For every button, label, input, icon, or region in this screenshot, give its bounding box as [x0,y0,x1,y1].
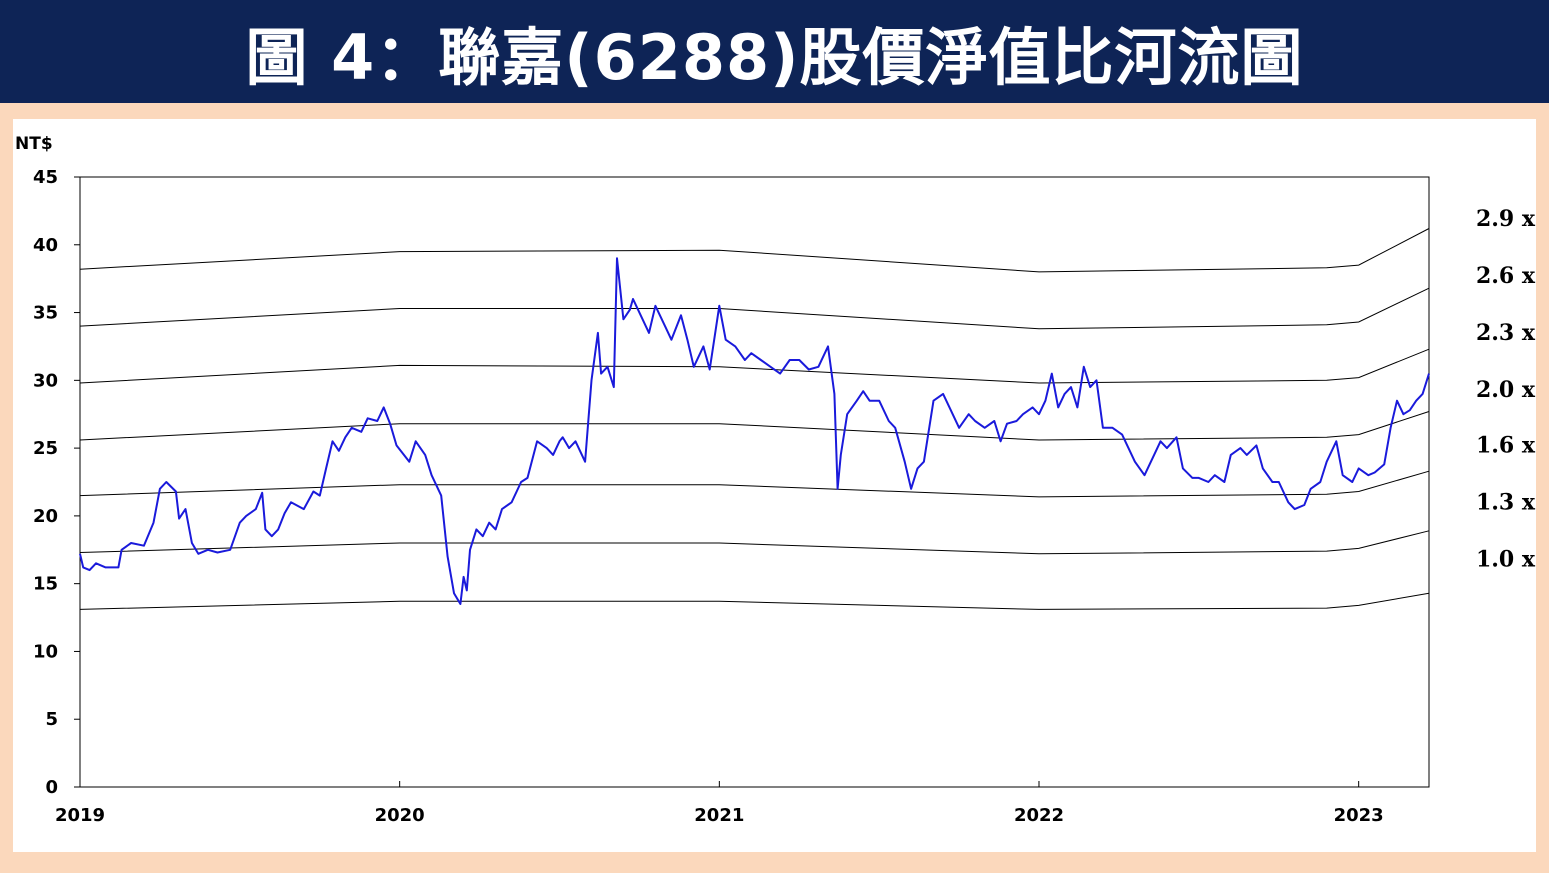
x-tick-label: 2023 [1334,805,1384,826]
band-label: 1.6 x [1476,433,1536,459]
y-tick-label: 5 [45,709,58,730]
band-label: 2.9 x [1476,206,1536,232]
band-line [79,592,1430,610]
y-tick-label: 0 [45,777,58,798]
chart: 0 5 10 15 20 25 30 35 40 45 NT$ 2019 2020 2021 2022 202… [15,134,1536,826]
y-tick-label: 25 [33,438,58,459]
band-label: 1.3 x [1476,489,1536,515]
y-tick-label: 10 [33,641,58,662]
y-tick-label: 15 [33,574,58,595]
x-tick-label: 2021 [694,805,744,826]
band-label: 1.0 x [1476,546,1536,572]
y-tick-label: 30 [33,370,58,391]
band-line [79,348,1430,384]
x-tick-label: 2020 [375,805,425,826]
band-line [79,411,1430,441]
y-axis-label: NT$ [15,134,53,154]
band-line [79,228,1430,273]
band-label: 2.3 x [1476,320,1536,346]
band-line [79,530,1430,555]
y-tick-label: 35 [33,303,58,324]
x-tick-label: 2019 [55,805,105,826]
band-line [79,470,1430,498]
band-label: 2.0 x [1476,377,1536,403]
x-tick-label: 2022 [1014,805,1064,826]
chart-panel: 0 5 10 15 20 25 30 35 40 45 NT$ 2019 2020 2021 2022 202… [13,119,1536,852]
band-line [79,287,1430,330]
y-tick-label: 20 [33,506,58,527]
y-tick-label: 45 [33,167,58,188]
price-series-line [79,257,1430,605]
band-label: 2.6 x [1476,263,1536,289]
plot-frame [79,176,1430,788]
chart-title: 圖 4：聯嘉(6288)股價淨值比河流圖 [245,20,1304,94]
title-banner: 圖 4：聯嘉(6288)股價淨值比河流圖 [0,0,1549,103]
y-tick-label: 40 [33,235,58,256]
